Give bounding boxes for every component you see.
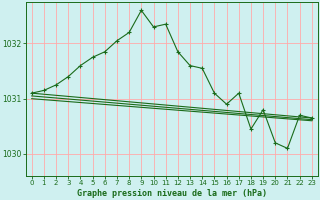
X-axis label: Graphe pression niveau de la mer (hPa): Graphe pression niveau de la mer (hPa) [77, 189, 267, 198]
